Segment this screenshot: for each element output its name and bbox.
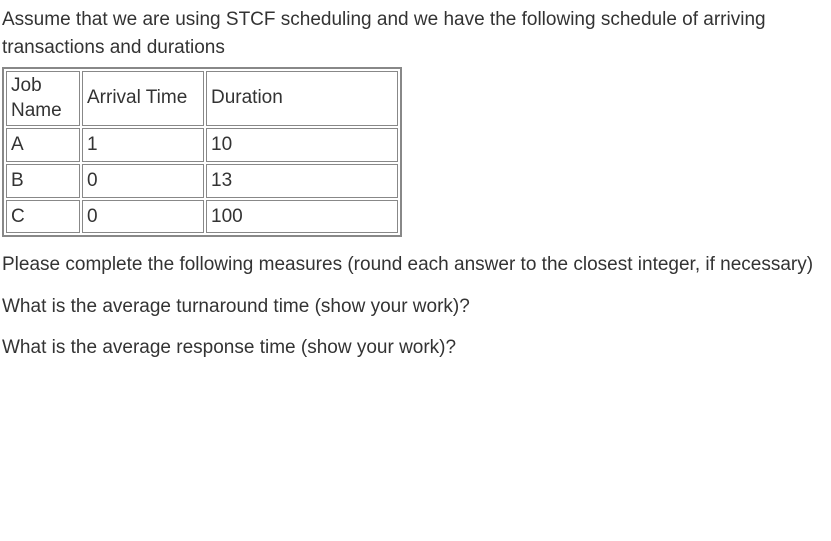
cell-job: B — [6, 164, 80, 198]
schedule-table: Job Name Arrival Time Duration A 1 10 B … — [2, 67, 402, 237]
table-header-row: Job Name Arrival Time Duration — [6, 71, 398, 126]
cell-arrival: 0 — [82, 164, 204, 198]
cell-arrival: 1 — [82, 128, 204, 162]
instruction-text: Please complete the following measures (… — [2, 251, 817, 279]
question-response: What is the average response time (show … — [2, 334, 817, 362]
cell-arrival: 0 — [82, 200, 204, 234]
table-row: B 0 13 — [6, 164, 398, 198]
table-row: A 1 10 — [6, 128, 398, 162]
header-arrival-time: Arrival Time — [82, 71, 204, 126]
cell-duration: 100 — [206, 200, 398, 234]
cell-duration: 13 — [206, 164, 398, 198]
cell-duration: 10 — [206, 128, 398, 162]
header-job-name: Job Name — [6, 71, 80, 126]
header-duration: Duration — [206, 71, 398, 126]
intro-text: Assume that we are using STCF scheduling… — [2, 6, 817, 61]
cell-job: C — [6, 200, 80, 234]
cell-job: A — [6, 128, 80, 162]
table-row: C 0 100 — [6, 200, 398, 234]
question-turnaround: What is the average turnaround time (sho… — [2, 293, 817, 321]
